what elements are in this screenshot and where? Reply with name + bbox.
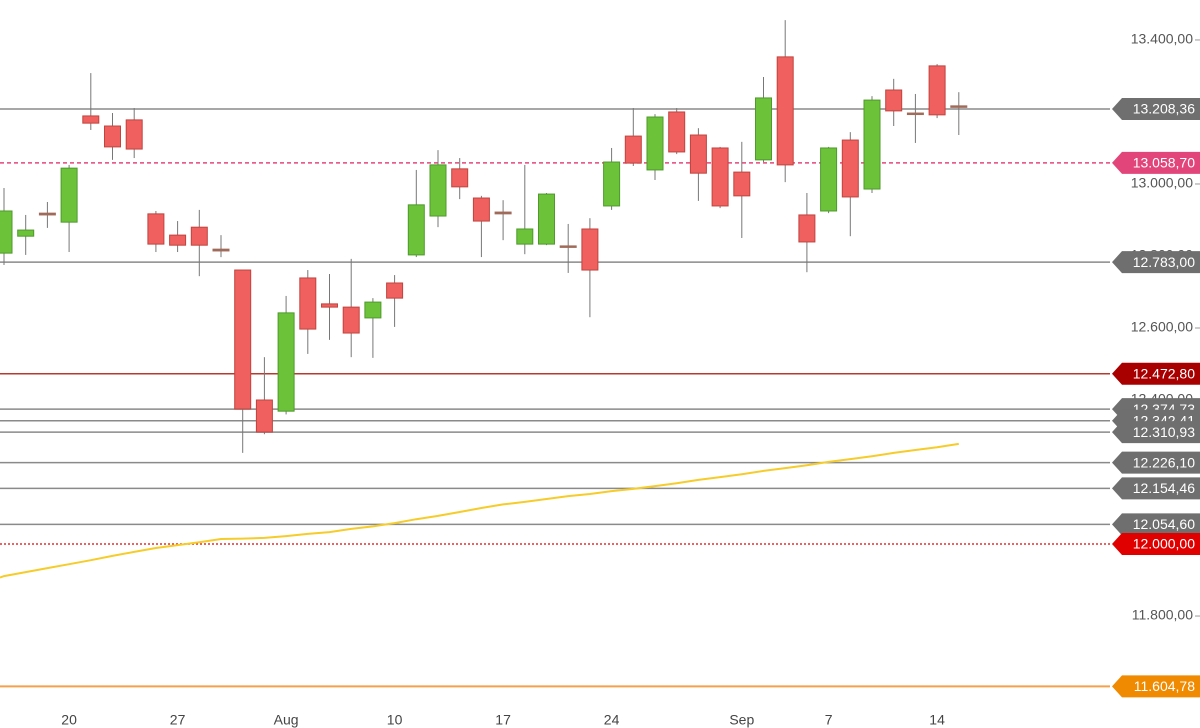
- candle-body: [668, 111, 686, 153]
- x-tick-label: 14: [929, 712, 945, 728]
- x-tick-label: 17: [495, 712, 511, 728]
- candle-body: [776, 56, 794, 166]
- candle-body: [624, 135, 642, 164]
- x-tick-label: 10: [387, 712, 403, 728]
- level-tag: [1112, 477, 1200, 500]
- candle-body: [451, 168, 469, 188]
- level-label: 13.208,36: [1133, 101, 1195, 117]
- candle-body: [711, 147, 729, 207]
- candle-body: [538, 193, 555, 245]
- level-label: 12.783,00: [1133, 254, 1195, 270]
- candle-body: [386, 282, 404, 299]
- moving-average: [0, 442, 959, 579]
- candle-body: [212, 248, 230, 252]
- candle-body: [0, 210, 13, 254]
- y-tick-label: 12.600,00: [1131, 319, 1193, 335]
- x-tick-label: 20: [61, 712, 77, 728]
- x-tick-label: Aug: [274, 712, 299, 728]
- x-tick-label: 27: [170, 712, 186, 728]
- level-tag: [1112, 675, 1200, 698]
- candle-body: [906, 112, 924, 116]
- x-tick-label: 24: [604, 712, 620, 728]
- level-tag: [1112, 251, 1200, 274]
- candle-body: [364, 301, 382, 319]
- level-label: 12.226,10: [1133, 454, 1195, 470]
- level-label: 12.154,46: [1133, 480, 1195, 496]
- candle-body: [277, 312, 295, 412]
- candle-body: [733, 171, 751, 197]
- candle-body: [798, 214, 816, 243]
- level-tag: [1112, 533, 1200, 556]
- level-tag: [1112, 362, 1200, 385]
- candle-body: [820, 147, 838, 212]
- candle-body: [689, 134, 707, 174]
- candle-body: [472, 197, 490, 222]
- candle-body: [863, 99, 881, 190]
- candle-body: [82, 115, 100, 124]
- candle-body: [104, 125, 121, 148]
- candle-body: [342, 306, 360, 334]
- candle-body: [950, 105, 968, 108]
- level-label: 12.310,93: [1133, 424, 1195, 440]
- level-label: 12.054,60: [1133, 516, 1195, 532]
- x-tick-label: Sep: [729, 712, 754, 728]
- level-tag: [1112, 451, 1200, 474]
- candle-body: [494, 211, 512, 215]
- candle-body: [17, 229, 35, 237]
- candle-body: [559, 245, 577, 248]
- y-tick-label: 11.800,00: [1132, 607, 1193, 623]
- candle-body: [407, 204, 425, 256]
- candle-body: [646, 116, 664, 171]
- level-tag: [1112, 513, 1200, 536]
- y-tick-label: 13.400,00: [1131, 31, 1193, 47]
- level-label: 11.604,78: [1134, 678, 1195, 694]
- level-tag: [1112, 421, 1200, 444]
- candle-body: [299, 277, 317, 330]
- x-tick-label: 7: [825, 712, 833, 728]
- candle-body: [190, 226, 208, 246]
- candle-body: [429, 164, 447, 217]
- candle-body: [841, 139, 859, 198]
- candle-body: [885, 89, 903, 112]
- candle-body: [38, 212, 56, 216]
- level-label: 12.472,80: [1133, 365, 1195, 381]
- candle-body: [234, 269, 252, 410]
- candle-body: [169, 234, 187, 246]
- candle-body: [603, 161, 621, 207]
- candle-body: [581, 228, 599, 271]
- candle-body: [147, 213, 165, 245]
- level-tag: [1112, 97, 1200, 120]
- candle-body: [321, 303, 338, 308]
- level-label: 13.058,70: [1133, 155, 1195, 171]
- candle-body: [125, 119, 143, 150]
- candle-body: [928, 65, 946, 116]
- y-tick-label: 13.000,00: [1131, 175, 1193, 191]
- level-label: 12.000,00: [1133, 536, 1195, 552]
- level-tag: [1112, 151, 1200, 174]
- candle-body: [255, 399, 273, 433]
- candle-body: [755, 97, 772, 161]
- candle-body: [60, 167, 78, 223]
- candle-body: [516, 228, 534, 245]
